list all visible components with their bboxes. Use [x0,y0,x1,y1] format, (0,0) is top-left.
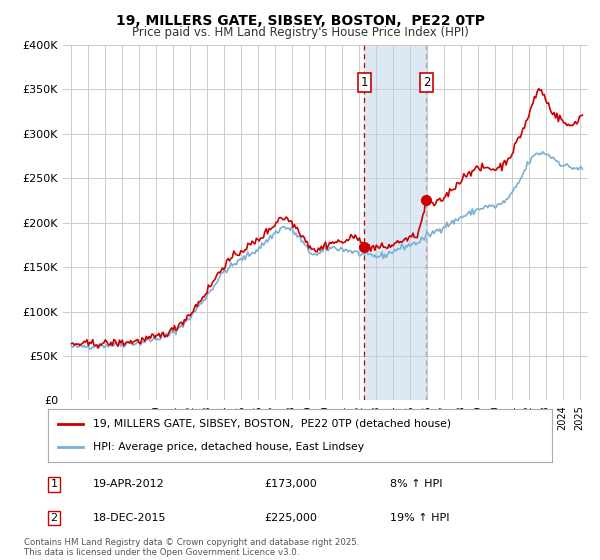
Text: 2: 2 [50,513,58,523]
Text: 19, MILLERS GATE, SIBSEY, BOSTON,  PE22 0TP (detached house): 19, MILLERS GATE, SIBSEY, BOSTON, PE22 0… [94,419,451,429]
Text: 1: 1 [50,479,58,489]
Text: 18-DEC-2015: 18-DEC-2015 [93,513,167,523]
Text: £225,000: £225,000 [264,513,317,523]
Text: 19-APR-2012: 19-APR-2012 [93,479,165,489]
Text: £173,000: £173,000 [264,479,317,489]
Text: Contains HM Land Registry data © Crown copyright and database right 2025.
This d: Contains HM Land Registry data © Crown c… [24,538,359,557]
Bar [364,45,427,400]
Text: 2: 2 [422,76,430,88]
Text: HPI: Average price, detached house, East Lindsey: HPI: Average price, detached house, East… [94,442,364,452]
Text: Price paid vs. HM Land Registry's House Price Index (HPI): Price paid vs. HM Land Registry's House … [131,26,469,39]
Text: 1: 1 [361,76,368,88]
Text: 19, MILLERS GATE, SIBSEY, BOSTON,  PE22 0TP: 19, MILLERS GATE, SIBSEY, BOSTON, PE22 0… [115,14,485,28]
Text: 8% ↑ HPI: 8% ↑ HPI [390,479,443,489]
Text: 19% ↑ HPI: 19% ↑ HPI [390,513,449,523]
